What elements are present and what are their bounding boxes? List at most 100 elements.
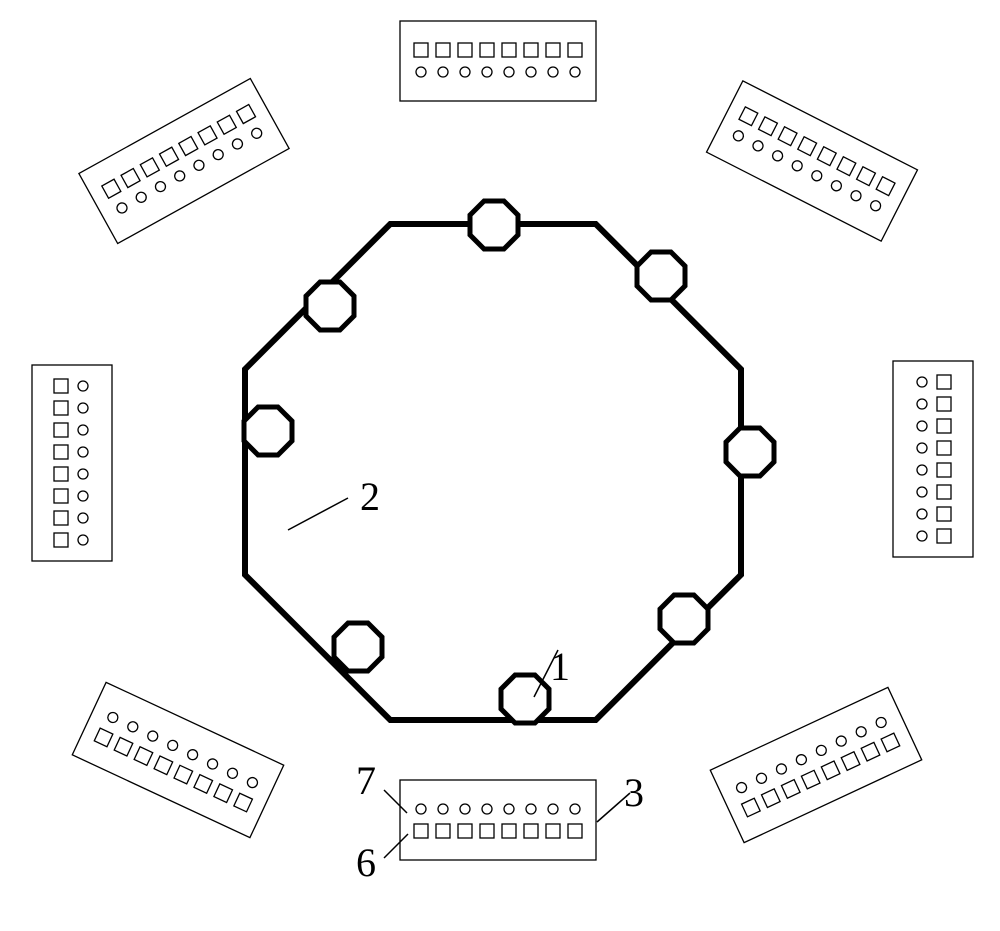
panel-square-icon [937,485,951,499]
panel-circle-icon [231,137,245,151]
panel-circle-icon [751,139,764,152]
panel-circle-icon [570,67,580,77]
control-panel-frame [79,79,289,244]
panel-square-icon [414,43,428,57]
callout-label: 2 [360,474,380,519]
panel-circle-icon [206,757,219,770]
panel-circle-icon [115,201,129,215]
callout-label: 3 [624,770,644,815]
panel-square-icon [54,379,68,393]
panel-circle-icon [78,425,88,435]
panel-circle-icon [438,67,448,77]
control-panel [79,79,289,244]
panel-square-icon [54,401,68,415]
panel-circle-icon [917,443,927,453]
panel-circle-icon [166,739,179,752]
panel-circle-icon [732,129,745,142]
octagon-node [244,407,292,455]
panel-square-icon [778,127,797,146]
panel-square-icon [214,784,233,803]
panel-circle-icon [192,158,206,172]
panel-square-icon [134,747,153,766]
panel-square-icon [54,533,68,547]
panel-square-icon [154,756,173,775]
panel-circle-icon [250,126,264,140]
panel-circle-icon [526,804,536,814]
panel-square-icon [857,167,876,186]
panel-circle-icon [460,67,470,77]
panel-circle-icon [246,776,259,789]
control-panel-frame [400,21,596,101]
panel-circle-icon [835,734,848,747]
octagon-node [306,282,354,330]
octagon-node [726,428,774,476]
panel-circle-icon [775,762,788,775]
panel-circle-icon [917,487,927,497]
panel-square-icon [458,43,472,57]
panel-circle-icon [795,753,808,766]
panel-square-icon [568,43,582,57]
panel-circle-icon [917,531,927,541]
panel-circle-icon [855,725,868,738]
panel-square-icon [568,824,582,838]
panel-circle-icon [917,421,927,431]
leader-line [384,790,407,813]
control-panel-frame [400,780,596,860]
callout-label: 7 [356,758,376,803]
panel-circle-icon [917,377,927,387]
octagon-node [660,595,708,643]
panel-square-icon [121,169,140,188]
panel-circle-icon [146,729,159,742]
panel-circle-icon [226,767,239,780]
panel-circle-icon [735,781,748,794]
panel-square-icon [937,507,951,521]
panel-square-icon [140,158,159,177]
panel-square-icon [937,463,951,477]
panel-circle-icon [78,491,88,501]
panel-square-icon [414,824,428,838]
panel-square-icon [524,43,538,57]
leader-line [384,834,408,858]
panel-square-icon [179,137,198,156]
panel-square-icon [160,147,179,166]
panel-square-icon [54,489,68,503]
panel-circle-icon [106,711,119,724]
panel-square-icon [937,375,951,389]
callout-label: 1 [550,644,570,689]
panel-circle-icon [548,67,558,77]
panel-square-icon [54,423,68,437]
panel-square-icon [217,115,236,134]
panel-square-icon [546,43,560,57]
panel-circle-icon [78,535,88,545]
control-panel-frame [72,682,283,837]
panel-square-icon [502,43,516,57]
panel-square-icon [742,798,761,817]
panel-square-icon [759,117,778,136]
panel-square-icon [761,789,780,808]
panel-circle-icon [917,465,927,475]
panel-square-icon [194,775,213,794]
panel-circle-icon [917,509,927,519]
panel-circle-icon [482,804,492,814]
panel-circle-icon [78,381,88,391]
panel-square-icon [821,761,840,780]
control-panel-frame [32,365,112,561]
panel-square-icon [114,737,133,756]
panel-square-icon [739,107,758,126]
panel-square-icon [937,419,951,433]
panel-circle-icon [917,399,927,409]
panel-square-icon [937,397,951,411]
panel-circle-icon [526,67,536,77]
panel-circle-icon [790,159,803,172]
panel-circle-icon [755,772,768,785]
panel-circle-icon [504,804,514,814]
panel-square-icon [54,467,68,481]
panel-square-icon [480,824,494,838]
octagon-node [637,252,685,300]
panel-square-icon [102,179,121,198]
panel-circle-icon [570,804,580,814]
panel-square-icon [881,733,900,752]
panel-square-icon [480,43,494,57]
control-panel-frame [710,687,921,842]
panel-square-icon [436,43,450,57]
